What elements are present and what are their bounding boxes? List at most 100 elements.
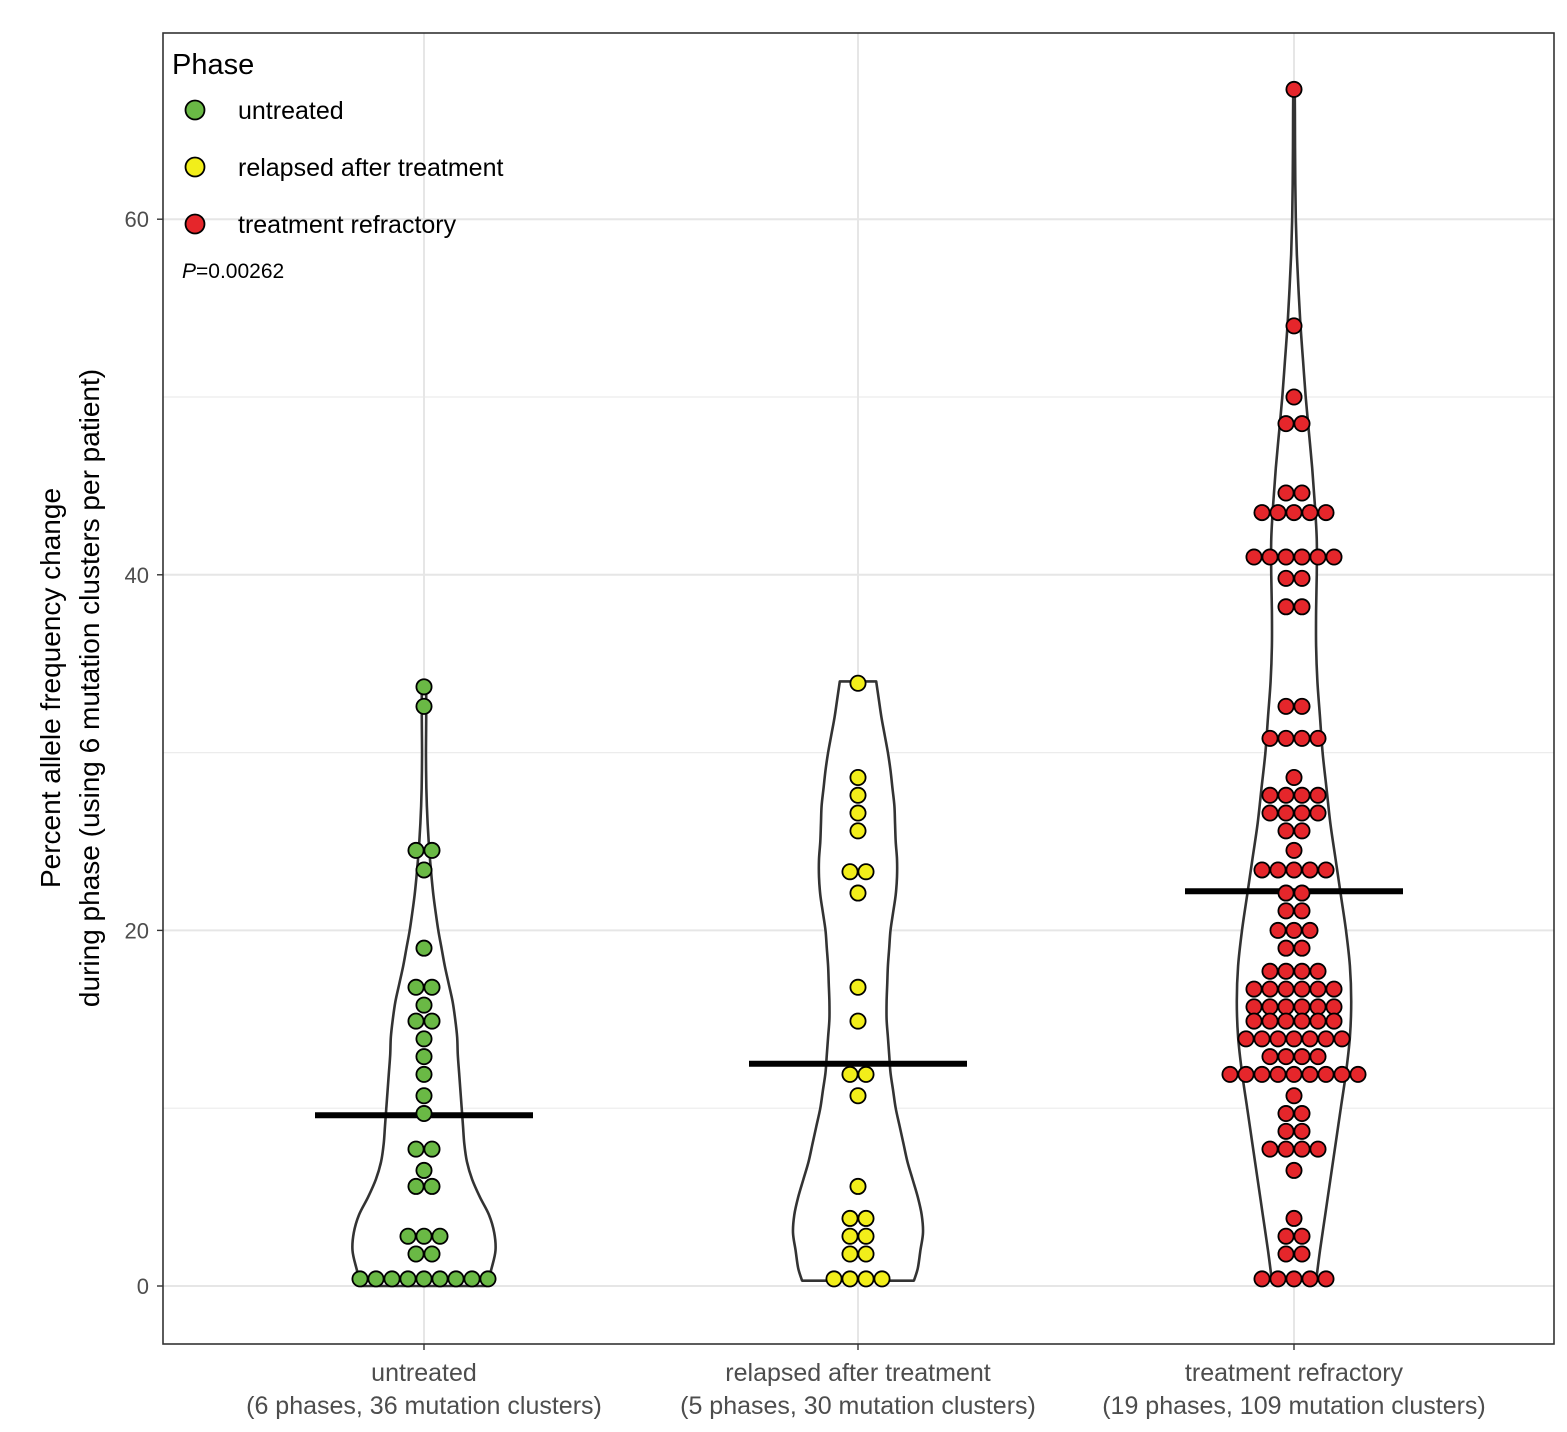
y-tick-label: 60	[125, 207, 149, 232]
data-point	[1293, 697, 1311, 715]
data-point	[399, 1270, 417, 1288]
data-point	[1269, 921, 1287, 939]
data-point	[1277, 1012, 1295, 1030]
data-point	[1285, 317, 1303, 335]
data-point	[1309, 786, 1327, 804]
data-point	[1309, 1012, 1327, 1030]
legend-title: Phase	[172, 49, 254, 81]
data-point	[1285, 768, 1303, 786]
data-point	[1277, 939, 1295, 957]
data-point	[1285, 504, 1303, 522]
data-point	[423, 1177, 441, 1195]
data-point	[1269, 504, 1287, 522]
data-point	[415, 1161, 433, 1179]
data-point	[1301, 921, 1319, 939]
data-point	[1301, 861, 1319, 879]
data-point	[415, 1065, 433, 1083]
data-point	[1285, 841, 1303, 859]
data-point	[1293, 1048, 1311, 1066]
data-point	[1293, 822, 1311, 840]
data-point	[1309, 548, 1327, 566]
data-point	[1277, 1227, 1295, 1245]
data-point	[1317, 504, 1335, 522]
data-point	[1301, 504, 1319, 522]
data-point	[1277, 1140, 1295, 1158]
data-point	[1253, 1030, 1271, 1048]
data-point	[463, 1270, 481, 1288]
data-point	[1285, 921, 1303, 939]
data-point	[1253, 504, 1271, 522]
data-point	[407, 1177, 425, 1195]
data-point	[1277, 1048, 1295, 1066]
data-point	[1309, 962, 1327, 980]
data-point	[1349, 1065, 1367, 1083]
data-point	[841, 1065, 859, 1083]
x-tick-sublabel: (6 phases, 36 mutation clusters)	[246, 1392, 602, 1420]
data-point	[1261, 962, 1279, 980]
y-axis: 0 20 40 60	[125, 207, 163, 1299]
data-point	[1293, 548, 1311, 566]
data-point	[1245, 1012, 1263, 1030]
data-point	[1285, 1209, 1303, 1227]
data-point	[1277, 729, 1295, 747]
data-point	[1285, 1270, 1303, 1288]
data-point	[1261, 804, 1279, 822]
data-point	[841, 1270, 859, 1288]
data-point	[1245, 548, 1263, 566]
data-point	[849, 884, 867, 902]
data-point	[857, 863, 875, 881]
data-point	[1277, 998, 1295, 1016]
data-point	[1293, 902, 1311, 920]
data-point	[1293, 729, 1311, 747]
data-point	[1317, 1030, 1335, 1048]
data-point	[1277, 415, 1295, 433]
data-point	[1277, 1122, 1295, 1140]
data-point	[415, 1227, 433, 1245]
data-point	[849, 674, 867, 692]
y-tick-label: 40	[125, 563, 149, 588]
data-point	[857, 1245, 875, 1263]
data-point	[423, 978, 441, 996]
data-point	[1269, 1065, 1287, 1083]
data-point	[857, 1209, 875, 1227]
data-point	[1269, 1270, 1287, 1288]
data-point	[479, 1270, 497, 1288]
data-point	[1293, 939, 1311, 957]
data-point	[1301, 1065, 1319, 1083]
data-point	[1293, 1227, 1311, 1245]
data-point	[849, 804, 867, 822]
data-point	[1293, 598, 1311, 616]
data-point	[1317, 861, 1335, 879]
data-point	[1309, 998, 1327, 1016]
data-point	[1277, 1105, 1295, 1123]
data-point	[1285, 388, 1303, 406]
legend-entry-label: treatment refractory	[238, 211, 457, 239]
x-tick-label: relapsed after treatment	[725, 1359, 990, 1387]
data-point	[1253, 1065, 1271, 1083]
data-point	[841, 1209, 859, 1227]
legend-key-marker	[184, 156, 206, 178]
data-point	[857, 1270, 875, 1288]
data-point	[1293, 1012, 1311, 1030]
data-point	[1333, 1065, 1351, 1083]
data-point	[423, 1245, 441, 1263]
data-point	[399, 1227, 417, 1245]
data-point	[415, 697, 433, 715]
data-point	[1293, 962, 1311, 980]
data-point	[1325, 1012, 1343, 1030]
data-point	[415, 1048, 433, 1066]
data-point	[1309, 1048, 1327, 1066]
data-point	[849, 786, 867, 804]
data-point	[431, 1227, 449, 1245]
data-point	[849, 1012, 867, 1030]
data-point	[1269, 1030, 1287, 1048]
data-point	[849, 822, 867, 840]
data-point	[841, 1227, 859, 1245]
data-point	[1293, 569, 1311, 587]
data-point	[1293, 804, 1311, 822]
p-value-text: =0.00262	[196, 260, 284, 283]
data-point	[383, 1270, 401, 1288]
data-point	[1293, 1105, 1311, 1123]
data-point	[849, 978, 867, 996]
